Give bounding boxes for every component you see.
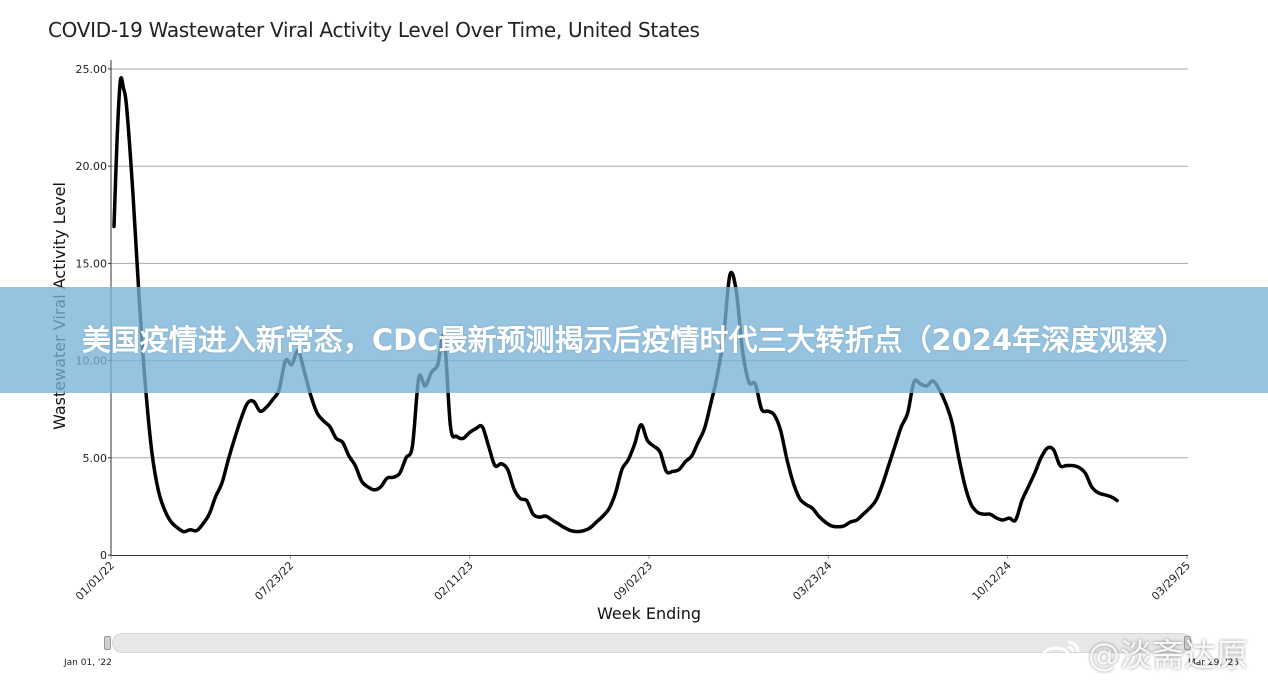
x-tick-label: 03/23/24 bbox=[790, 559, 834, 603]
x-tick-label: 07/23/22 bbox=[252, 559, 296, 603]
x-axis-ticks: 01/01/22 07/23/22 02/11/23 09/02/23 03/23/24… bbox=[73, 555, 1193, 603]
y-tick-label: 0 bbox=[100, 549, 107, 562]
x-axis-label: Week Ending bbox=[597, 604, 701, 623]
headline-text: 美国疫情进入新常态，CDC最新预测揭示后疫情时代三大转折点（2024年深度观察） bbox=[81, 323, 1187, 357]
x-tick-label: 02/11/23 bbox=[432, 559, 476, 603]
x-tick-label: 10/12/24 bbox=[970, 559, 1014, 603]
watermark: @淡斋达原 bbox=[1040, 630, 1248, 676]
slider-handle-end[interactable] bbox=[1184, 636, 1191, 650]
chart-title: COVID-19 Wastewater Viral Activity Level… bbox=[48, 18, 700, 42]
activity-level-line bbox=[112, 76, 1119, 534]
headline-banner: 美国疫情进入新常态，CDC最新预测揭示后疫情时代三大转折点（2024年深度观察） bbox=[0, 287, 1268, 393]
y-tick-label: 25.00 bbox=[76, 63, 108, 76]
y-tick-label: 20.00 bbox=[76, 160, 108, 173]
y-tick-label: 5.00 bbox=[83, 452, 108, 465]
date-range-slider[interactable] bbox=[112, 633, 1192, 653]
x-tick-label: 09/02/23 bbox=[611, 559, 655, 603]
weibo-icon bbox=[1040, 640, 1080, 670]
range-start-label: Jan 01, '22 bbox=[64, 658, 112, 668]
x-tick-label: 01/01/22 bbox=[73, 559, 117, 603]
x-tick-label: 03/29/25 bbox=[1149, 559, 1193, 603]
watermark-text: @淡斋达原 bbox=[1088, 636, 1249, 674]
range-end-label: Mar 29, '25 bbox=[1188, 658, 1239, 668]
slider-handle-start[interactable] bbox=[104, 636, 111, 650]
y-tick-label: 15.00 bbox=[76, 257, 108, 270]
